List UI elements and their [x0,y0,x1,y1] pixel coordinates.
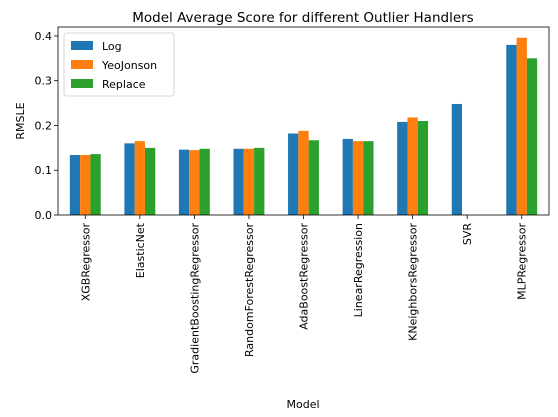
bar-replace-kneighborsregressor [417,121,429,215]
x-tick-label: KNeighborsRegressor [407,223,420,341]
y-tick-label: 0.0 [35,209,53,222]
legend-swatch-log [71,41,93,50]
bar-replace-gradientboostingregressor [199,148,210,215]
bar-yeojonson-elasticnet [134,141,145,215]
y-tick-label: 0.3 [35,75,53,88]
bar-yeojonson-randomforestregressor [243,148,255,215]
x-axis-title: Model [286,398,319,411]
bar-log-linearregression [342,138,353,215]
bar-replace-mlpregressor [526,58,538,215]
bar-yeojonson-xgbregressor [80,155,91,215]
x-tick-label: LinearRegression [352,223,365,317]
legend-swatch-yeojonson [71,60,93,69]
bar-yeojonson-adaboostregressor [298,130,309,215]
y-axis: 0.0 0.1 0.2 0.3 0.4 [35,30,58,222]
bar-log-adaboostregressor [288,133,299,215]
bar-log-elasticnet [124,143,135,215]
bar-log-mlpregressor [506,44,517,216]
x-tick-label: GradientBoostingRegressor [188,223,201,374]
x-axis: XGBRegressor ElasticNet GradientBoostingRe… [79,215,529,374]
bar-replace-linearregression [363,141,374,215]
bar-yeojonson-gradientboostingregressor [189,150,200,215]
plot-frame [57,26,550,216]
y-tick-label: 0.2 [35,119,53,132]
x-tick-label: XGBRegressor [79,223,92,302]
bar-log-xgbregressor [69,155,81,215]
chart-title: Model Average Score for different Outlie… [132,10,473,26]
y-axis-title: RMSLE [14,102,27,139]
x-tick-label: SVR [461,223,474,246]
bar-replace-elasticnet [144,147,156,215]
bar-replace-xgbregressor [90,154,101,215]
bar-log-randomforestregressor [233,148,244,215]
bar-yeojonson-kneighborsregressor [407,117,418,215]
legend: Log YeoJonson Replace [63,32,175,97]
y-tick-label: 0.4 [35,30,53,43]
legend-swatch-replace [71,79,93,88]
bars-group [69,37,538,216]
bar-log-gradientboostingregressor [178,149,190,215]
bar-yeojonson-linearregression [352,141,364,215]
x-tick-label: RandomForestRegressor [243,223,256,357]
legend-label-replace: Replace [102,78,146,91]
x-tick-label: ElasticNet [134,222,147,278]
bar-log-svr [451,103,463,215]
bar-yeojonson-mlpregressor [516,37,527,215]
bar-log-kneighborsregressor [397,121,408,215]
legend-label-yeojonson: YeoJonson [101,59,157,72]
bar-replace-adaboostregressor [308,140,319,215]
legend-label-log: Log [102,40,122,53]
x-tick-label: MLPRegressor [516,223,529,300]
x-tick-label: AdaBoostRegressor [298,223,311,330]
y-tick-label: 0.1 [35,164,53,177]
bar-replace-randomforestregressor [254,147,265,215]
